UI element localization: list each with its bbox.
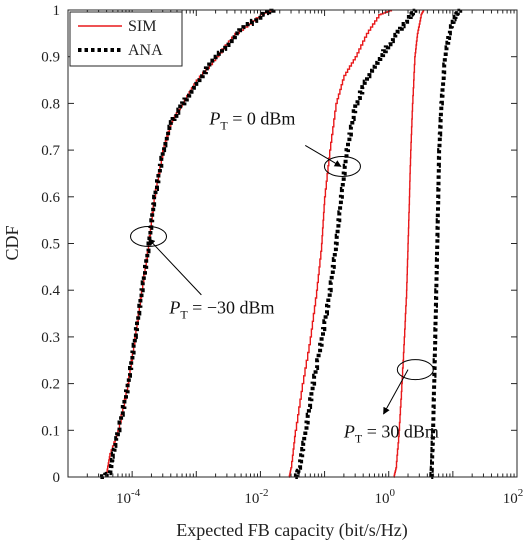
legend-label-sim: SIM	[128, 18, 156, 35]
annotation-layer: PT = 0 dBm PT = −30 dBm PT = 30 dBm	[130, 108, 439, 445]
annotation-arrow	[148, 238, 202, 296]
legend-label-ana: ANA	[128, 42, 163, 59]
y-tick-label: 0.3	[41, 330, 60, 346]
series-line-ana-4	[293, 8, 418, 479]
plot-area	[68, 10, 517, 477]
series-line-ana-2	[100, 8, 276, 479]
annotation-arrow	[383, 369, 409, 415]
y-tick-label: 0.1	[41, 423, 60, 439]
annotation-label: PT = 30 dBm	[343, 421, 439, 445]
y-tick-label: 0.9	[41, 50, 60, 66]
x-tick-label: 10-2	[244, 487, 268, 507]
annotation-ellipse	[323, 155, 361, 177]
annotation-label: PT = −30 dBm	[168, 298, 274, 322]
legend-box	[69, 11, 183, 67]
series-line-sim-3	[288, 10, 393, 478]
y-tick-label: 0.5	[41, 237, 60, 253]
y-tick-label: 0.7	[41, 143, 60, 159]
annotation-ellipse	[130, 225, 168, 247]
ticks-layer: 0 0.1 0.2 0.3 0.4 0.5 0.6 0.7 0.8 0.9 1 10-4 10-2 100…	[41, 3, 523, 507]
y-tick-label: 0.6	[41, 190, 60, 206]
series-line-sim-5	[393, 10, 425, 478]
y-tick-label: 0.8	[41, 96, 60, 112]
series-line-ana-6	[429, 8, 463, 479]
x-tick-label: 10-4	[116, 487, 141, 507]
x-axis-label: Expected FB capacity (bit/s/Hz)	[176, 520, 407, 541]
series-layer	[100, 8, 463, 479]
y-tick-label: 1	[53, 3, 61, 19]
annotation-label: PT = 0 dBm	[208, 108, 295, 132]
annotation-ellipse	[396, 359, 434, 381]
y-tick-label: 0	[53, 470, 61, 486]
legend: SIM ANA	[69, 11, 183, 67]
annotation-arrow	[305, 144, 342, 167]
y-tick-label: 0.4	[41, 283, 60, 299]
x-tick-label: 100	[374, 487, 395, 507]
x-tick-label: 102	[503, 487, 524, 507]
y-tick-label: 0.2	[41, 377, 60, 393]
y-axis-label: CDF	[2, 225, 22, 260]
